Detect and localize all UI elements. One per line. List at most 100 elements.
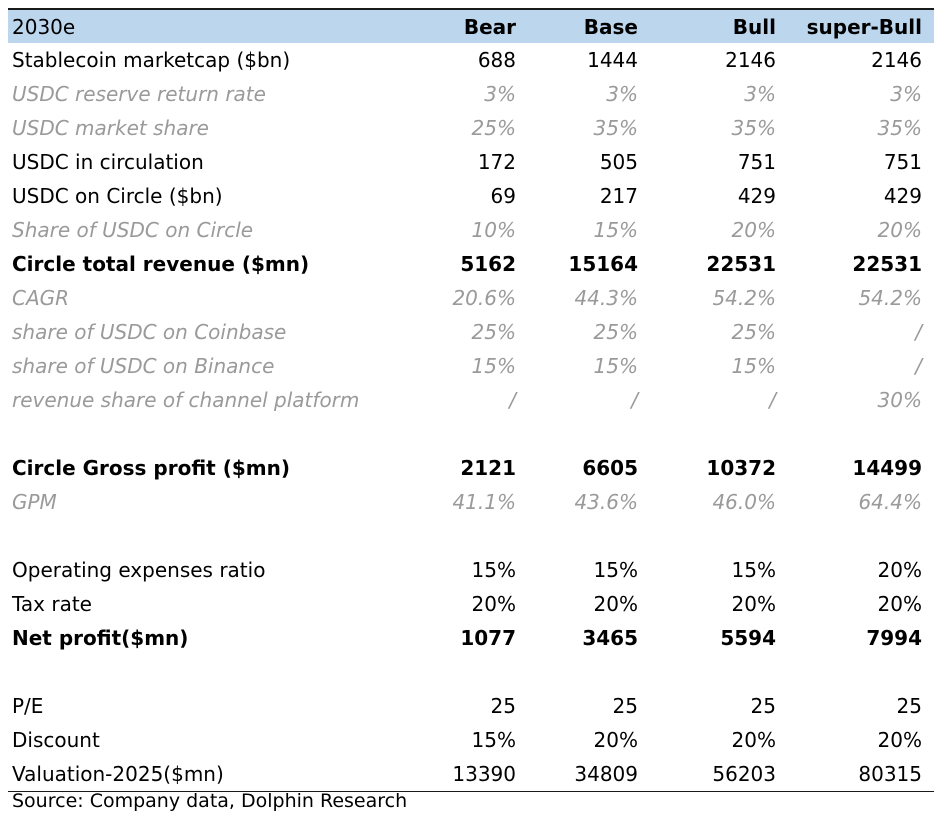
row-label: Net profit($mn) (12, 626, 189, 650)
cell-bull: 15% (731, 354, 776, 378)
cell-base: 20% (593, 728, 638, 752)
row-label: Circle Gross profit ($mn) (12, 456, 290, 480)
table-row: Tax rate 20% 20% 20% 20% (8, 587, 934, 621)
row-label: GPM (12, 490, 57, 514)
cell-base (516, 519, 648, 553)
cell-base: 217 (599, 184, 638, 208)
cell-base: 15164 (568, 252, 638, 276)
row-label: Tax rate (12, 592, 92, 616)
table-row: USDC reserve return rate 3% 3% 3% 3% (8, 77, 934, 111)
cell-super-bull (782, 417, 934, 451)
cell-base: 15% (593, 558, 638, 582)
cell-bull: 3% (744, 82, 776, 106)
cell-base: 15% (593, 218, 638, 242)
cell-bull: 15% (731, 558, 776, 582)
header-bull: Bull (732, 14, 776, 39)
table-row: GPM 41.1% 43.6% 46.0% 64.4% (8, 485, 934, 519)
cell-bear: 25% (471, 320, 516, 344)
cell-super-bull: 20% (877, 558, 922, 582)
cell-base: / (631, 388, 638, 412)
cell-bear: 10% (471, 218, 516, 242)
cell-super-bull: 80315 (858, 761, 922, 786)
cell-bear (424, 519, 516, 553)
cell-bull (648, 655, 782, 689)
valuation-table-container: 2030e Bear Base Bull super-Bull Stableco… (8, 8, 934, 792)
cell-super-bull: / (915, 320, 922, 344)
table-row: Valuation-2025($mn) 13390 34809 56203 80315 (8, 757, 934, 791)
table-row: CAGR 20.6% 44.3% 54.2% 54.2% (8, 281, 934, 315)
cell-base: 34809 (574, 761, 638, 786)
cell-bear: 5162 (460, 252, 516, 276)
cell-super-bull: / (915, 354, 922, 378)
cell-bull: 10372 (706, 456, 776, 480)
valuation-table: 2030e Bear Base Bull super-Bull Stableco… (8, 8, 934, 792)
table-row: Net profit($mn) 1077 3465 5594 7994 (8, 621, 934, 655)
cell-super-bull: 64.4% (858, 490, 922, 514)
row-label: USDC reserve return rate (12, 82, 266, 106)
cell-base: 3465 (582, 626, 638, 650)
cell-bear: 1077 (460, 626, 516, 650)
cell-super-bull: 20% (877, 218, 922, 242)
row-label: share of USDC on Coinbase (12, 320, 287, 344)
cell-super-bull (782, 519, 934, 553)
cell-base: 43.6% (574, 490, 638, 514)
cell-bear: 2121 (460, 456, 516, 480)
cell-bull: 2146 (725, 48, 776, 72)
cell-base: 15% (593, 354, 638, 378)
cell-super-bull: 22531 (852, 252, 922, 276)
cell-bear: 688 (477, 48, 516, 72)
cell-base: 20% (593, 592, 638, 616)
cell-bull: 54.2% (712, 286, 776, 310)
cell-bull: 22531 (706, 252, 776, 276)
cell-super-bull: 7994 (866, 626, 922, 650)
row-label: USDC on Circle ($bn) (12, 184, 223, 208)
cell-bear: 15% (471, 354, 516, 378)
cell-bear: 3% (484, 82, 516, 106)
row-label: USDC market share (12, 116, 209, 140)
cell-bear: 172 (477, 150, 516, 174)
cell-base: 6605 (582, 456, 638, 480)
row-label (8, 655, 424, 689)
table-row: USDC on Circle ($bn) 69 217 429 429 (8, 179, 934, 213)
cell-super-bull: 3% (890, 82, 922, 106)
spacer-row (8, 655, 934, 689)
cell-super-bull: 30% (877, 388, 922, 412)
row-label: Stablecoin marketcap ($bn) (12, 48, 291, 72)
table-header-row: 2030e Bear Base Bull super-Bull (8, 9, 934, 43)
cell-super-bull: 35% (877, 116, 922, 140)
table-row: Share of USDC on Circle 10% 15% 20% 20% (8, 213, 934, 247)
row-label: Share of USDC on Circle (12, 218, 254, 242)
table-row: P/E 25 25 25 25 (8, 689, 934, 723)
cell-bear: 25 (490, 694, 516, 718)
row-label: Circle total revenue ($mn) (12, 252, 310, 276)
cell-bull: 25 (750, 694, 776, 718)
cell-bear: 41.1% (452, 490, 516, 514)
table-row: USDC market share 25% 35% 35% 35% (8, 111, 934, 145)
cell-bull (648, 417, 782, 451)
source-note: Source: Company data, Dolphin Research (12, 790, 408, 812)
cell-super-bull: 14499 (852, 456, 922, 480)
table-row: Circle total revenue ($mn) 5162 15164 22531… (8, 247, 934, 281)
cell-bull: 56203 (712, 761, 776, 786)
cell-super-bull: 2146 (871, 48, 922, 72)
cell-bear: / (509, 388, 516, 412)
row-label: Valuation-2025($mn) (12, 761, 224, 786)
cell-bear: 25% (471, 116, 516, 140)
cell-bull: 20% (731, 728, 776, 752)
cell-base: 505 (599, 150, 638, 174)
cell-bear: 13390 (452, 761, 516, 786)
row-label: P/E (12, 694, 44, 718)
table-body: Stablecoin marketcap ($bn) 688 1444 2146 214… (8, 43, 934, 791)
cell-base (516, 655, 648, 689)
cell-base: 35% (593, 116, 638, 140)
cell-bear: 20.6% (452, 286, 516, 310)
cell-bull: 751 (737, 150, 776, 174)
cell-super-bull: 20% (877, 592, 922, 616)
header-bear: Bear (463, 14, 516, 39)
cell-bear (424, 655, 516, 689)
cell-bear: 69 (490, 184, 516, 208)
cell-super-bull: 25 (896, 694, 922, 718)
cell-base: 44.3% (574, 286, 638, 310)
table-row: Stablecoin marketcap ($bn) 688 1444 2146 214… (8, 43, 934, 77)
row-label: revenue share of channel platform (12, 388, 360, 412)
